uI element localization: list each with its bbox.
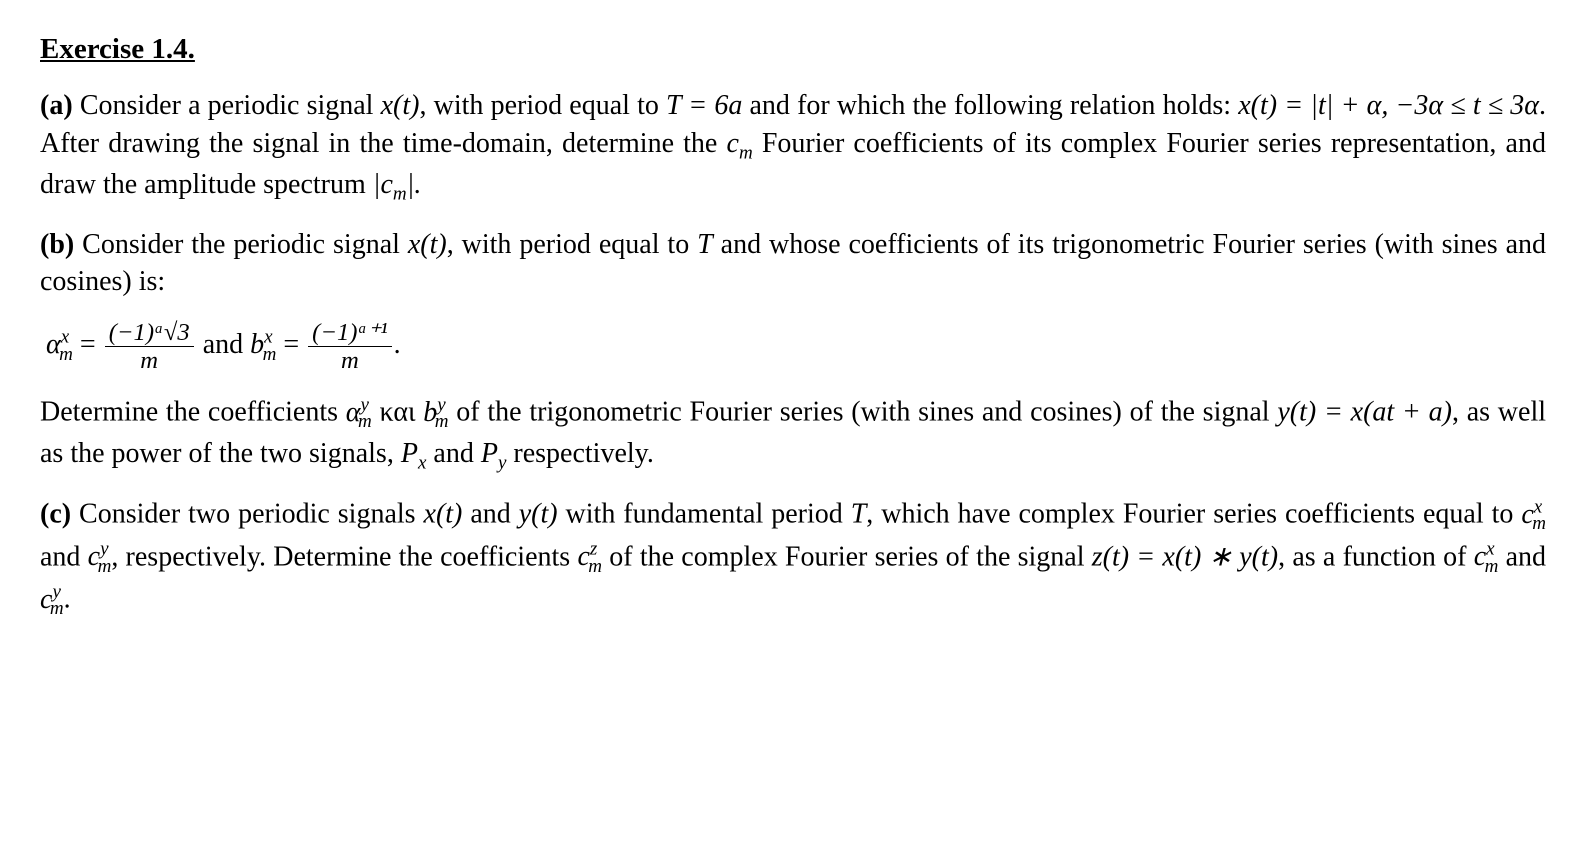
- eq-end: .: [394, 329, 401, 360]
- text: of the complex Fourier series of the sig…: [602, 541, 1092, 572]
- cm-x-2: cxm: [1474, 541, 1499, 572]
- am-den: m: [105, 347, 194, 374]
- part-a-label: (a): [40, 90, 73, 121]
- cm-base: c: [727, 128, 739, 159]
- abs-cm-sub: m: [393, 184, 407, 205]
- text: and: [462, 499, 518, 530]
- text: of the trigonometric Fourier series (wit…: [449, 397, 1278, 428]
- am-sub: m: [59, 344, 73, 365]
- eq-sign: =: [73, 329, 103, 360]
- text: , which have complex Fourier series coef…: [866, 499, 1521, 530]
- math-x-t: x(t): [381, 90, 420, 121]
- math-x: x(t): [424, 499, 463, 530]
- math-T: T: [851, 499, 867, 530]
- text: with fundamental period: [558, 499, 851, 530]
- text: respectively.: [506, 438, 653, 469]
- am-y: αym: [346, 397, 372, 428]
- part-b-intro: (b) Consider the periodic signal x(t), w…: [40, 226, 1546, 302]
- cm-sub: m: [739, 143, 753, 164]
- math-x-t: x(t): [408, 229, 447, 260]
- cmy-sub: m: [50, 598, 64, 619]
- am-fraction: (−1)ᵃ√3m: [105, 319, 194, 374]
- part-a: (a) Consider a periodic signal x(t), wit…: [40, 87, 1546, 207]
- page: Exercise 1.4. (a) Consider a periodic si…: [0, 0, 1586, 670]
- text: Determine the coefficients: [40, 397, 346, 428]
- part-c-label: (c): [40, 499, 71, 530]
- abs-cm-base: |c: [373, 169, 393, 200]
- math-relation: x(t) = |t| + α, −3α ≤ t ≤ 3α: [1238, 90, 1539, 121]
- amy-sub: m: [358, 411, 372, 432]
- text: Consider a periodic signal: [73, 90, 381, 121]
- text: and for which the following relation hol…: [742, 90, 1238, 121]
- Py: Py: [481, 438, 507, 469]
- cm-y: cym: [88, 541, 112, 572]
- cm-y-2: cym: [40, 584, 64, 615]
- part-c: (c) Consider two periodic signals x(t) a…: [40, 494, 1546, 622]
- text: and: [1498, 541, 1546, 572]
- bmy-sub: m: [435, 411, 449, 432]
- text: Consider two periodic signals: [71, 499, 423, 530]
- math-cm: cm: [727, 128, 753, 159]
- am-num: (−1)ᵃ√3: [105, 319, 194, 347]
- math-abs-cm: |cm|.: [373, 169, 422, 200]
- bm-num: (−1)ᵃ⁺¹: [308, 319, 392, 347]
- bm-y: bym: [423, 397, 448, 428]
- text: .: [64, 584, 71, 615]
- cmx-sub: m: [1532, 513, 1546, 534]
- part-b-determine: Determine the coefficients αym και bym o…: [40, 392, 1546, 476]
- and-text: and: [196, 329, 250, 360]
- bm-fraction: (−1)ᵃ⁺¹m: [308, 319, 392, 374]
- part-b-label: (b): [40, 229, 74, 260]
- math-T: T: [697, 229, 713, 260]
- bm-x: bxm: [250, 329, 276, 360]
- math-y-def: y(t) = x(at + a): [1277, 397, 1452, 428]
- Px: Px: [401, 438, 427, 469]
- text: , respectively. Determine the coefficien…: [111, 541, 577, 572]
- Py-base: P: [481, 438, 498, 469]
- math-period: T = 6a: [666, 90, 742, 121]
- text: and: [426, 438, 480, 469]
- math-y: y(t): [519, 499, 558, 530]
- text: Consider the periodic signal: [74, 229, 408, 260]
- bm-den: m: [308, 347, 392, 374]
- cm-x: cxm: [1521, 499, 1546, 530]
- text: , with period equal to: [447, 229, 697, 260]
- bm-sub: m: [263, 344, 277, 365]
- math-z-def: z(t) = x(t) ∗ y(t): [1092, 541, 1278, 572]
- Px-base: P: [401, 438, 418, 469]
- cmy-sub: m: [98, 556, 112, 577]
- kai-text: και: [372, 397, 424, 428]
- cmx-sub: m: [1485, 556, 1499, 577]
- cm-z: czm: [577, 541, 602, 572]
- eq-sign: =: [276, 329, 306, 360]
- am-x: αxm: [46, 329, 73, 360]
- text: and: [40, 541, 88, 572]
- text: , with period equal to: [419, 90, 666, 121]
- exercise-title: Exercise 1.4.: [40, 30, 1546, 69]
- cmz-sub: m: [588, 556, 602, 577]
- text: , as a function of: [1278, 541, 1474, 572]
- part-b-equations: αxm = (−1)ᵃ√3m and bxm = (−1)ᵃ⁺¹m.: [46, 319, 1546, 374]
- abs-cm-close: |.: [407, 169, 422, 200]
